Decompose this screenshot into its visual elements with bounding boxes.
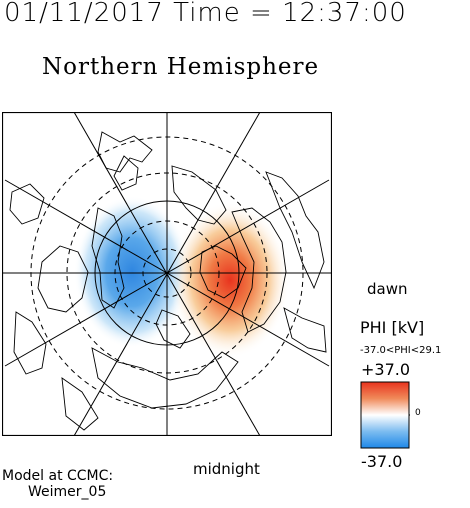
colorbar-gradient: [360, 381, 410, 449]
coastlines: [9, 131, 327, 431]
model-credit-line1: Model at CCMC:: [2, 468, 114, 484]
model-credit-line2: Weimer_05: [28, 484, 107, 500]
colorbar-zero-label: 0: [415, 408, 421, 418]
meridians: [2, 112, 332, 436]
colorbar-max-label: +37.0: [361, 360, 411, 379]
midnight-label: midnight: [193, 460, 260, 478]
header-datetime: 01/11/2017 Time = 12:37:00: [4, 0, 407, 28]
polar-map: [2, 112, 332, 436]
dawn-label: dawn: [367, 280, 408, 298]
colorbar-range-text: -37.0<PHI<29.1: [360, 345, 442, 356]
plot-title: Northern Hemisphere: [42, 54, 320, 80]
colorbar: [360, 381, 410, 449]
colorbar-min-label: -37.0: [361, 452, 403, 471]
positive-potential-cell: [170, 202, 290, 358]
colorbar-title: PHI [kV]: [360, 318, 425, 337]
